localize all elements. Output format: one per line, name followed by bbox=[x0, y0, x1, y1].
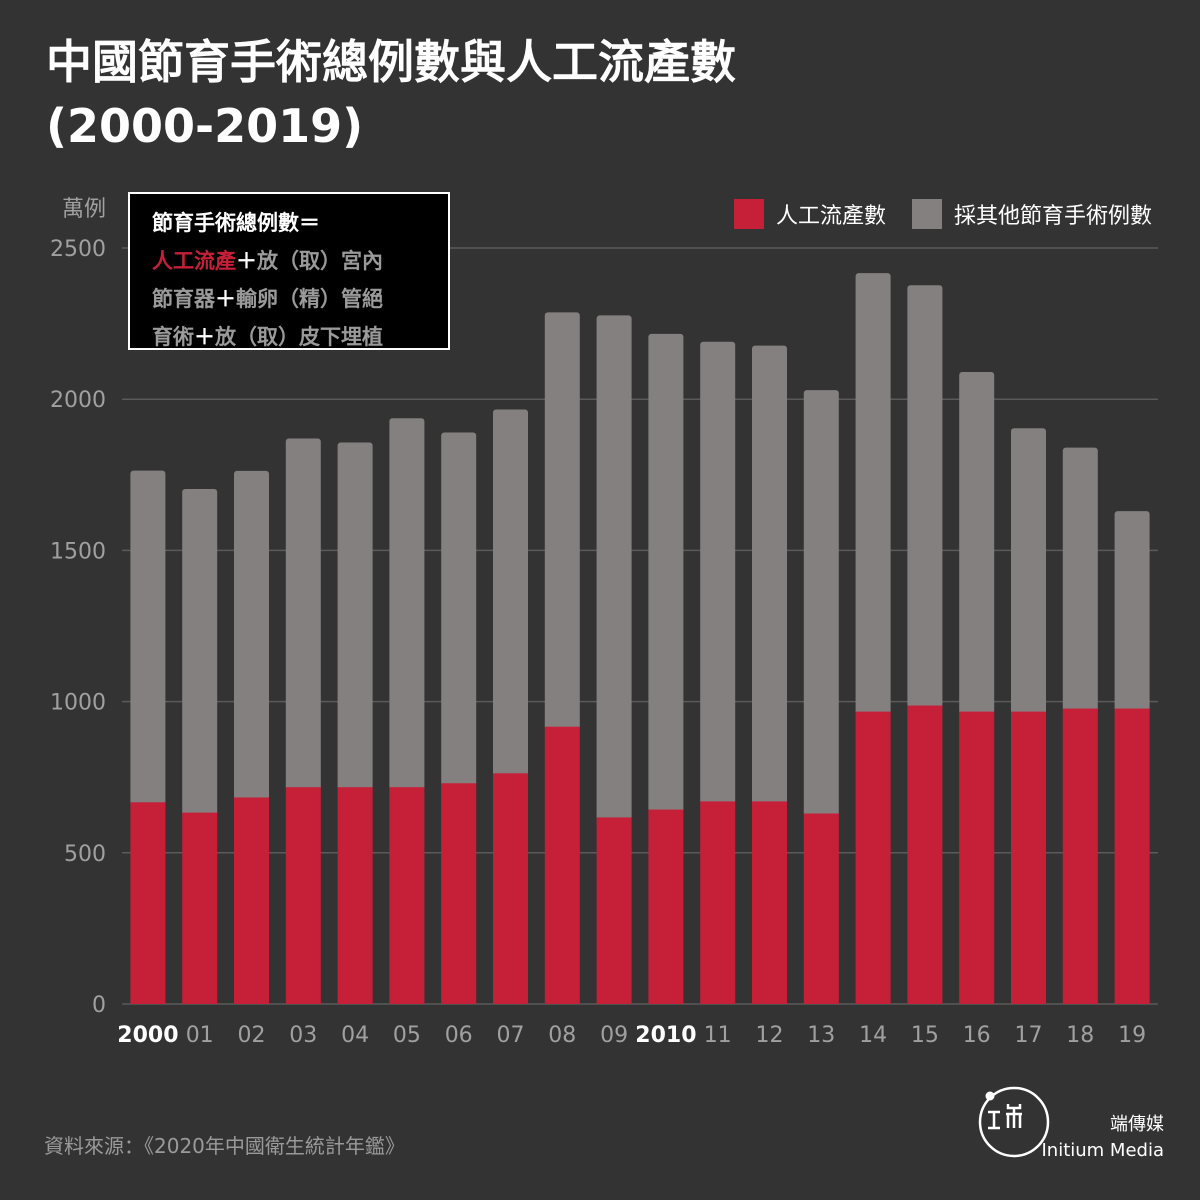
legend-item-abortion: 人工流產數 bbox=[733, 198, 886, 230]
y-tick-label: 2500 bbox=[50, 237, 106, 262]
note-plus-1: ＋ bbox=[236, 249, 257, 273]
bar-other-06 bbox=[441, 432, 477, 787]
note-plus-3: ＋ bbox=[194, 325, 215, 349]
bar-abortion-17 bbox=[1011, 711, 1046, 1004]
bar-other-2010 bbox=[648, 333, 684, 813]
bar-abortion-11 bbox=[700, 801, 736, 1004]
x-tick-label: 04 bbox=[341, 1023, 369, 1048]
bar-abortion-12 bbox=[752, 801, 787, 1004]
chart-title: 中國節育手術總例數與人工流產數 (2000-2019) bbox=[46, 30, 736, 158]
x-tick-label: 16 bbox=[963, 1023, 991, 1048]
bar-abortion-07 bbox=[493, 773, 528, 1004]
x-tick-label: 08 bbox=[548, 1023, 576, 1048]
note-line-4b: 放（取）皮下埋植 bbox=[215, 325, 383, 349]
brand-cn: 端傳媒 bbox=[1110, 1114, 1164, 1135]
x-tick-label: 02 bbox=[238, 1023, 266, 1048]
definition-note-box: 節育手術總例數＝ 人工流產＋放（取）宮內 節育器＋輸卵（精）管絕 育術＋放（取）… bbox=[128, 192, 450, 350]
title-line-2: (2000-2019) bbox=[46, 99, 364, 153]
x-tick-label: 15 bbox=[911, 1023, 939, 1048]
bar-abortion-13 bbox=[803, 813, 839, 1004]
title-line-1: 中國節育手術總例數與人工流產數 bbox=[46, 35, 736, 89]
source-note: 資料來源：《2020年中國衛生統計年鑑》 bbox=[44, 1134, 405, 1158]
x-tick-label: 19 bbox=[1118, 1023, 1146, 1048]
x-tick-label: 11 bbox=[704, 1023, 732, 1048]
bar-other-13 bbox=[803, 390, 839, 817]
bar-abortion-05 bbox=[389, 787, 425, 1004]
bar-abortion-06 bbox=[441, 783, 477, 1004]
bar-other-09 bbox=[596, 315, 632, 821]
bar-abortion-19 bbox=[1114, 708, 1150, 1004]
bar-other-15 bbox=[907, 285, 943, 709]
x-tick-label: 01 bbox=[186, 1023, 214, 1048]
x-tick-label: 06 bbox=[445, 1023, 473, 1048]
x-tick-label: 09 bbox=[600, 1023, 628, 1048]
bar-other-04 bbox=[337, 442, 373, 791]
x-tick-label: 2010 bbox=[635, 1023, 696, 1048]
bar-abortion-04 bbox=[337, 787, 373, 1004]
bar-other-07 bbox=[493, 409, 528, 777]
bar-abortion-01 bbox=[182, 812, 218, 1004]
y-tick-label: 2000 bbox=[50, 388, 106, 413]
note-line-1: 節育手術總例數＝ bbox=[152, 211, 320, 235]
bar-other-17 bbox=[1011, 428, 1046, 715]
x-tick-label: 2000 bbox=[117, 1023, 178, 1048]
note-line-3a: 節育器 bbox=[152, 287, 215, 311]
note-line-2-rest: 放（取）宮內 bbox=[257, 249, 383, 273]
bar-abortion-03 bbox=[285, 787, 321, 1004]
bar-other-18 bbox=[1062, 447, 1098, 712]
bar-other-16 bbox=[959, 371, 995, 715]
legend-item-other: 採其他節育手術例數 bbox=[911, 198, 1152, 230]
x-tick-label: 05 bbox=[393, 1023, 421, 1048]
bar-other-2000 bbox=[130, 470, 166, 806]
note-red-term: 人工流產 bbox=[152, 249, 236, 273]
bar-abortion-02 bbox=[234, 797, 269, 1004]
y-tick-label: 1500 bbox=[50, 539, 106, 564]
legend: 人工流產數 採其他節育手術例數 bbox=[733, 198, 1152, 230]
legend-label-other: 採其他節育手術例數 bbox=[953, 204, 1152, 229]
note-line-3: 節育器＋輸卵（精）管絕 bbox=[152, 280, 448, 318]
brand-block: 端傳媒 Initium Media bbox=[1041, 1112, 1164, 1164]
bar-abortion-08 bbox=[544, 726, 580, 1004]
x-tick-label: 03 bbox=[289, 1023, 317, 1048]
bar-other-02 bbox=[234, 470, 269, 801]
note-line-4: 育術＋放（取）皮下埋植 bbox=[152, 318, 448, 356]
bar-abortion-09 bbox=[596, 817, 632, 1004]
x-tick-label: 17 bbox=[1015, 1023, 1043, 1048]
bar-other-03 bbox=[285, 438, 321, 791]
note-line-4a: 育術 bbox=[152, 325, 194, 349]
bar-abortion-15 bbox=[907, 705, 943, 1004]
bar-other-08 bbox=[544, 312, 580, 730]
bar-other-01 bbox=[182, 489, 218, 816]
note-plus-2: ＋ bbox=[215, 287, 236, 311]
y-tick-label: 1000 bbox=[50, 691, 106, 716]
bar-abortion-14 bbox=[855, 711, 891, 1004]
note-line-2: 人工流產＋放（取）宮內 bbox=[152, 242, 448, 280]
brand-en: Initium Media bbox=[1041, 1140, 1164, 1161]
bar-other-05 bbox=[389, 418, 425, 791]
y-axis-unit-label: 萬例 bbox=[62, 197, 106, 222]
legend-swatch-other bbox=[911, 199, 942, 229]
x-tick-label: 13 bbox=[807, 1023, 835, 1048]
x-tick-label: 07 bbox=[497, 1023, 525, 1048]
legend-label-abortion: 人工流產數 bbox=[775, 204, 886, 229]
bar-other-19 bbox=[1114, 511, 1150, 712]
legend-swatch-abortion bbox=[733, 199, 764, 229]
bar-abortion-2010 bbox=[648, 809, 684, 1004]
bar-abortion-18 bbox=[1062, 708, 1098, 1004]
bar-abortion-16 bbox=[959, 711, 995, 1004]
x-tick-label: 12 bbox=[756, 1023, 784, 1048]
note-line-3b: 輸卵（精）管絕 bbox=[236, 287, 383, 311]
bar-abortion-2000 bbox=[130, 802, 166, 1004]
y-tick-label: 500 bbox=[64, 842, 106, 867]
x-tick-label: 18 bbox=[1066, 1023, 1094, 1048]
bar-other-12 bbox=[752, 345, 787, 805]
bar-other-11 bbox=[700, 341, 736, 805]
x-tick-label: 14 bbox=[859, 1023, 887, 1048]
y-tick-label: 0 bbox=[92, 993, 106, 1018]
bar-other-14 bbox=[855, 273, 891, 715]
initium-logo-icon bbox=[978, 1086, 1050, 1158]
